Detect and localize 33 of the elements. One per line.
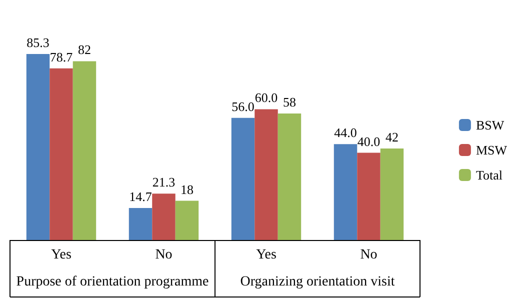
bar bbox=[50, 68, 73, 240]
data-label: 14.7 bbox=[129, 188, 152, 204]
bar bbox=[254, 109, 278, 240]
bar bbox=[334, 144, 358, 240]
x-tick-label: Yes bbox=[256, 248, 276, 262]
data-label: 60.0 bbox=[254, 90, 278, 106]
legend-label: Total bbox=[476, 168, 503, 182]
bar bbox=[72, 61, 96, 240]
legend-label: BSW bbox=[476, 118, 505, 132]
data-label: 21.3 bbox=[152, 174, 176, 190]
bar bbox=[278, 114, 302, 240]
bar bbox=[152, 194, 176, 240]
x-tick-label: Yes bbox=[51, 248, 72, 262]
data-label: 56.0 bbox=[232, 98, 254, 114]
bar bbox=[128, 208, 152, 240]
bar bbox=[231, 118, 255, 240]
data-label: 82 bbox=[78, 42, 91, 58]
legend-label: MSW bbox=[476, 142, 508, 158]
bar bbox=[175, 200, 199, 240]
text: Organizing orientation visit bbox=[240, 274, 395, 290]
text: Purpose of orientation programme bbox=[16, 274, 209, 290]
data-label: 42 bbox=[385, 129, 398, 144]
bar bbox=[26, 54, 50, 240]
data-label: 78.7 bbox=[50, 49, 74, 64]
data-label: 85.3 bbox=[26, 35, 50, 50]
data-label: 18 bbox=[180, 182, 194, 197]
data-label: 58 bbox=[282, 94, 296, 110]
bar bbox=[380, 148, 404, 240]
data-label: 44.0 bbox=[334, 125, 357, 140]
x-tick-label: No bbox=[360, 248, 378, 262]
x-tick-label: No bbox=[155, 248, 172, 262]
data-label: 40.0 bbox=[357, 134, 380, 149]
bar bbox=[357, 152, 380, 240]
